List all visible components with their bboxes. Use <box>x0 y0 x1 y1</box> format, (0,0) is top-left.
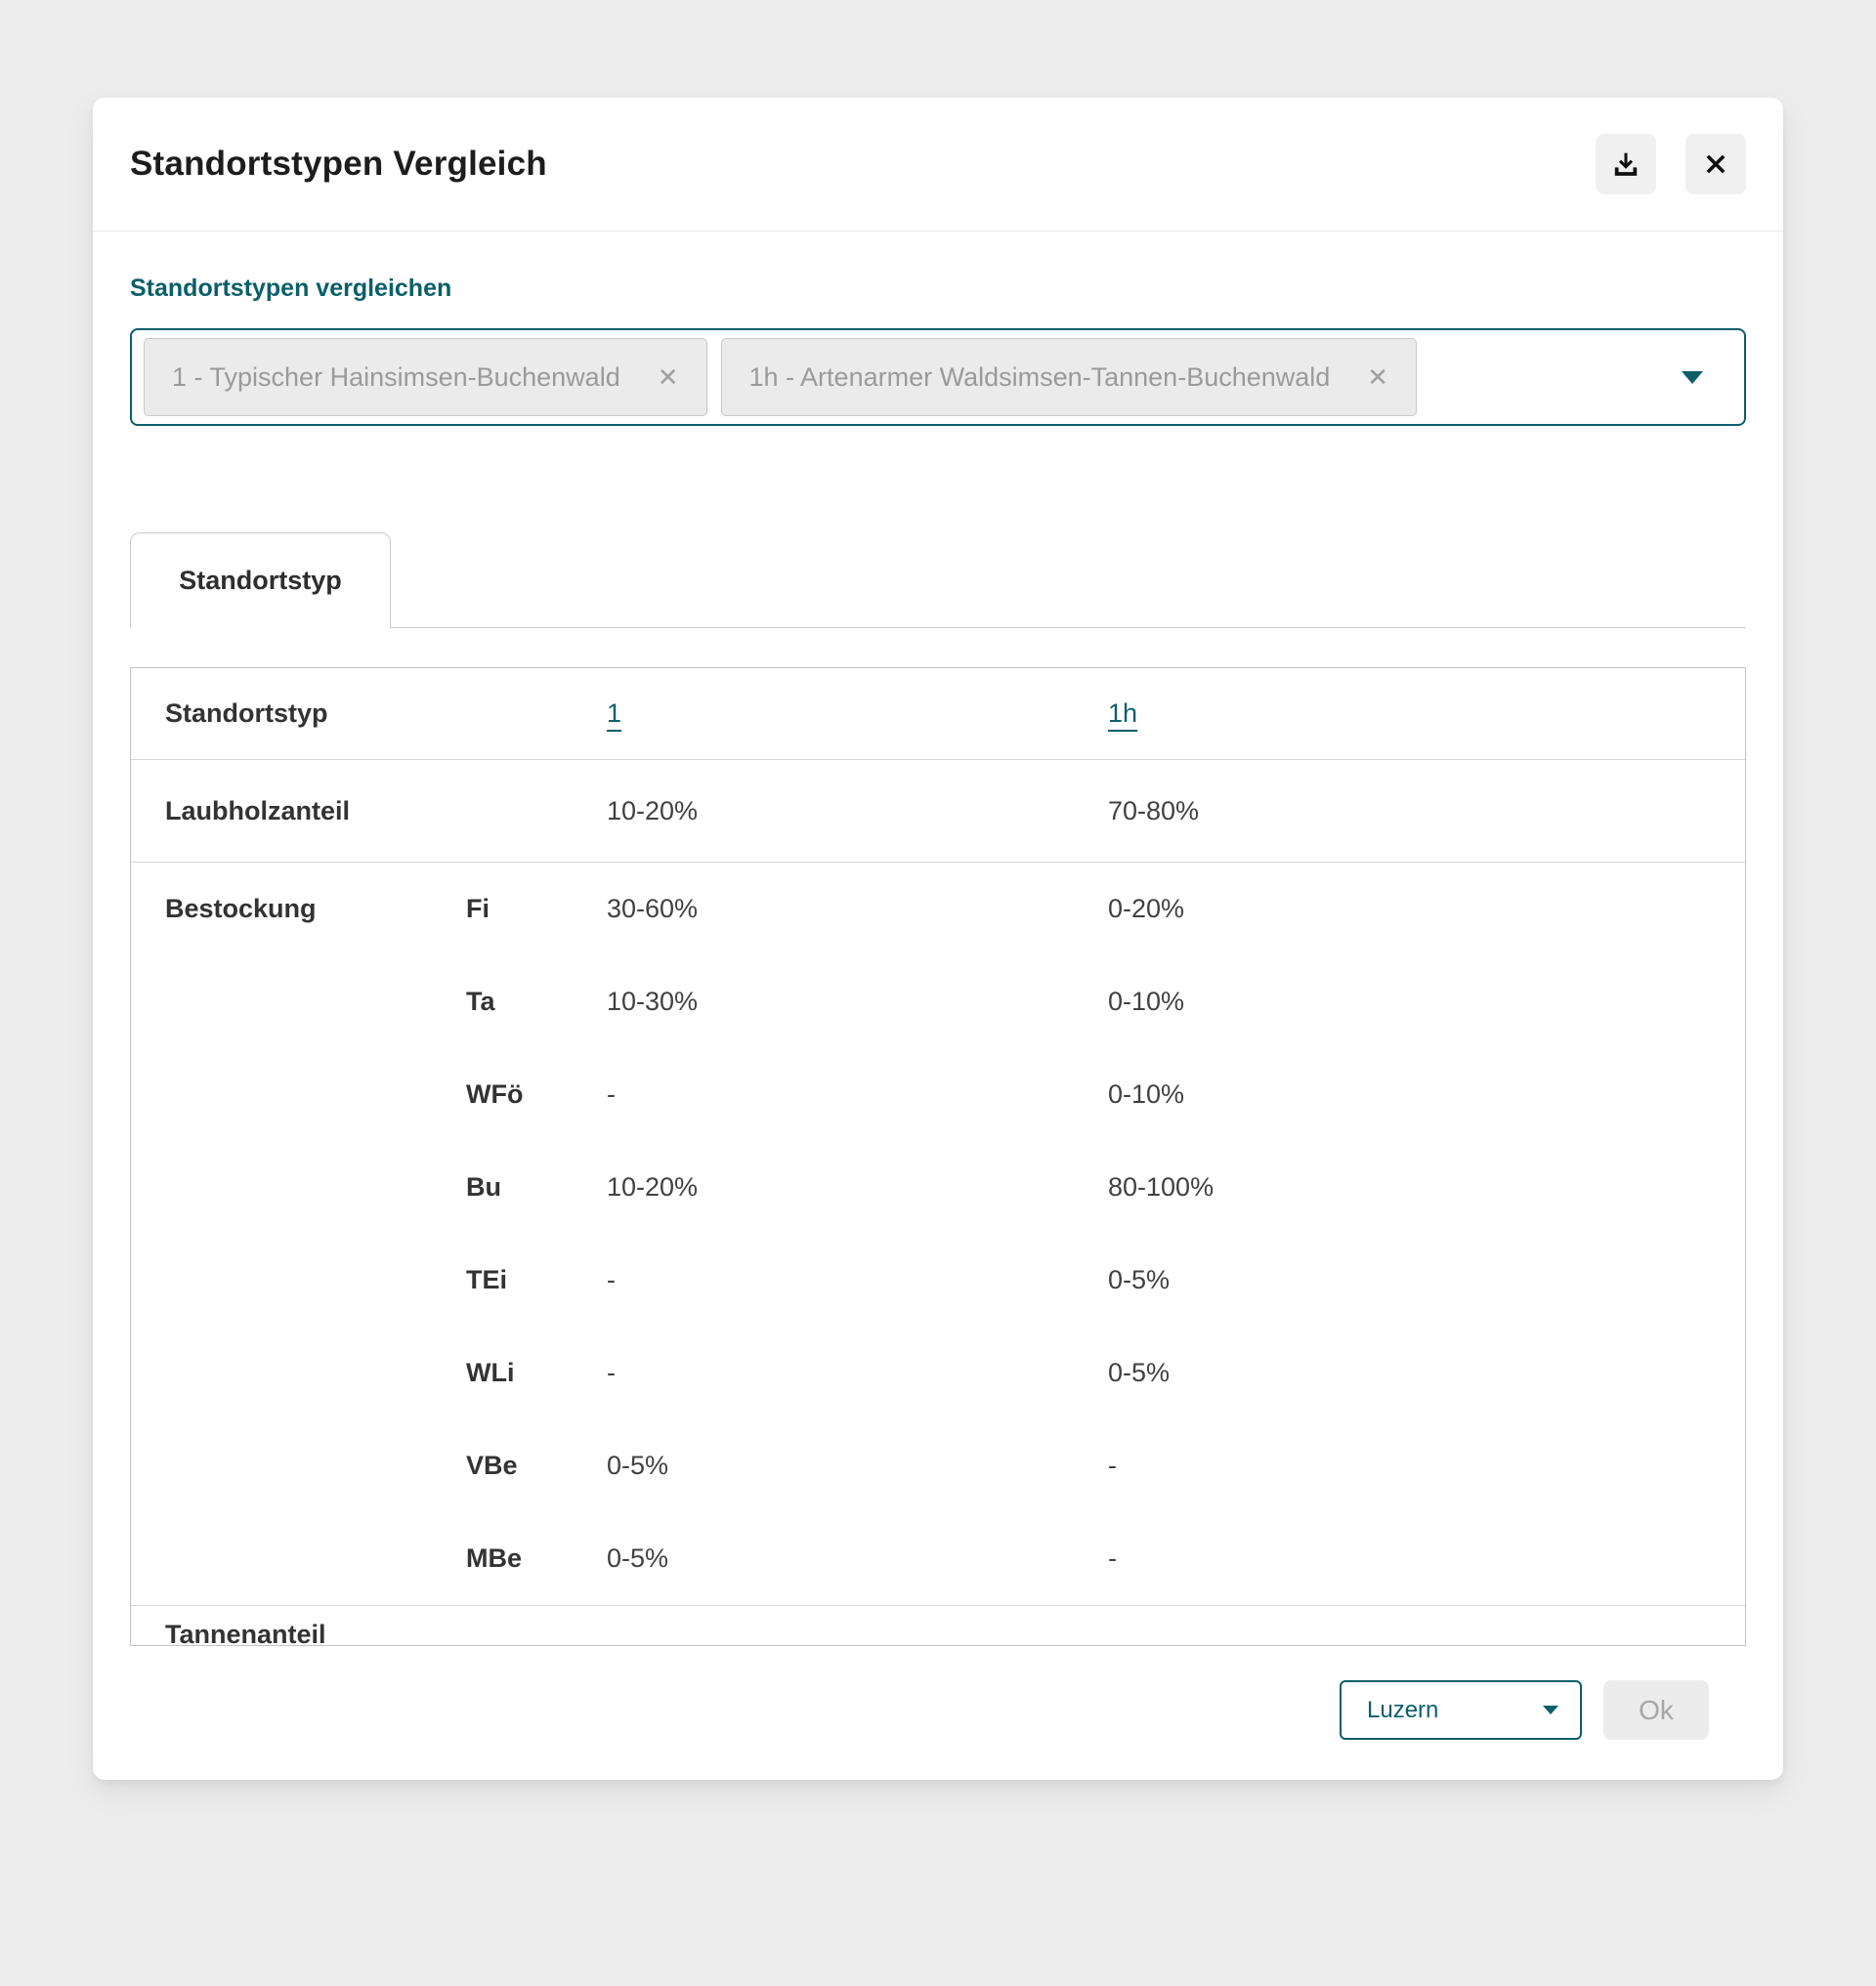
header-attribute-label: Standortstyp <box>165 698 328 728</box>
tab-label: Standortstyp <box>179 566 342 595</box>
value-1h: 70-80% <box>1108 795 1200 825</box>
chevron-down-icon <box>1543 1706 1558 1714</box>
value-1h: 0-20% <box>1108 894 1185 923</box>
tab-bar: Standortstyp <box>130 532 1746 628</box>
table-section-bestockung: Bestockung Fi 30-60% 0-20% Ta 10-30% 0-1… <box>131 863 1745 1606</box>
table-row: Bestockung Fi 30-60% 0-20% <box>131 863 1745 955</box>
tab-standortstyp[interactable]: Standortstyp <box>130 532 391 628</box>
download-button[interactable] <box>1596 134 1656 194</box>
species-code: WLi <box>466 1358 515 1387</box>
species-code: VBe <box>466 1451 518 1480</box>
value-1: 10-30% <box>607 987 699 1016</box>
value-1h: - <box>1108 1451 1117 1480</box>
chip-label: 1h - Artenarmer Waldsimsen-Tannen-Buchen… <box>748 361 1331 392</box>
selected-chip-1h: 1h - Artenarmer Waldsimsen-Tannen-Buchen… <box>720 338 1418 416</box>
species-code: Fi <box>466 894 490 923</box>
chip-remove-icon[interactable]: ✕ <box>1367 362 1389 392</box>
table-row: WFö - 0-10% <box>131 1048 1745 1141</box>
value-1: 10-20% <box>607 795 699 825</box>
value-1h: 0-5% <box>1108 1265 1171 1294</box>
value-1: 10-20% <box>607 1172 699 1202</box>
value-1: - <box>607 1079 616 1109</box>
species-code: MBe <box>466 1543 523 1573</box>
link-standortstyp-1h[interactable]: 1h <box>1108 698 1138 728</box>
table-row: VBe 0-5% - <box>131 1419 1745 1512</box>
table-row: MBe 0-5% - <box>131 1512 1745 1605</box>
species-code: Ta <box>466 987 495 1016</box>
species-code: Bu <box>466 1172 501 1202</box>
chip-label: 1 - Typischer Hainsimsen-Buchenwald <box>172 361 620 392</box>
row-label: Laubholzanteil <box>165 795 350 825</box>
region-select[interactable]: Luzern <box>1340 1680 1582 1740</box>
dropdown-caret-icon[interactable] <box>1682 370 1703 384</box>
chip-remove-icon[interactable]: ✕ <box>657 362 679 392</box>
download-icon <box>1614 152 1638 176</box>
comparison-table: Standortstyp 1 1h Laubholzanteil 10-20% … <box>130 667 1746 1646</box>
table-row: TEi - 0-5% <box>131 1234 1745 1327</box>
table-row-laubholzanteil: Laubholzanteil 10-20% 70-80% <box>131 760 1745 863</box>
species-code: WFö <box>466 1079 524 1109</box>
value-1: 0-5% <box>607 1451 669 1480</box>
header-actions <box>1596 134 1746 194</box>
compare-section-label: Standortstypen vergleichen <box>130 275 452 302</box>
standortstypen-vergleich-dialog: Standortstypen Vergleich Standortstypen … <box>93 98 1783 1780</box>
row-label: Bestockung <box>165 894 317 923</box>
value-1h: 80-100% <box>1108 1172 1215 1202</box>
value-1h: 0-5% <box>1108 1358 1171 1387</box>
table-row-tannenanteil-clipped: Tannenanteil <box>131 1606 1745 1646</box>
close-button[interactable] <box>1685 134 1746 194</box>
value-1h: - <box>1108 1543 1117 1573</box>
value-1: 30-60% <box>607 894 699 923</box>
ok-button[interactable]: Ok <box>1603 1680 1709 1740</box>
dialog-footer: Luzern Ok <box>130 1680 1746 1740</box>
value-1: - <box>607 1265 616 1294</box>
dialog-body: Standortstypen vergleichen 1 - Typischer… <box>93 275 1783 1740</box>
value-1h: 0-10% <box>1108 1079 1185 1109</box>
table-row: Ta 10-30% 0-10% <box>131 955 1745 1048</box>
standortstypen-multiselect[interactable]: 1 - Typischer Hainsimsen-Buchenwald ✕ 1h… <box>130 328 1746 426</box>
value-1: - <box>607 1358 616 1387</box>
close-icon <box>1706 154 1726 174</box>
dialog-title: Standortstypen Vergleich <box>130 145 547 183</box>
table-row: WLi - 0-5% <box>131 1327 1745 1419</box>
species-code: TEi <box>466 1265 508 1294</box>
value-1: 0-5% <box>607 1543 669 1573</box>
value-1h: 0-10% <box>1108 987 1185 1016</box>
link-standortstyp-1[interactable]: 1 <box>607 698 622 728</box>
row-label: Tannenanteil <box>165 1620 326 1646</box>
dialog-header: Standortstypen Vergleich <box>93 98 1783 232</box>
table-header-row: Standortstyp 1 1h <box>131 668 1745 760</box>
table-row: Bu 10-20% 80-100% <box>131 1141 1745 1234</box>
region-select-value: Luzern <box>1367 1696 1439 1723</box>
selected-chip-1: 1 - Typischer Hainsimsen-Buchenwald ✕ <box>144 338 707 416</box>
